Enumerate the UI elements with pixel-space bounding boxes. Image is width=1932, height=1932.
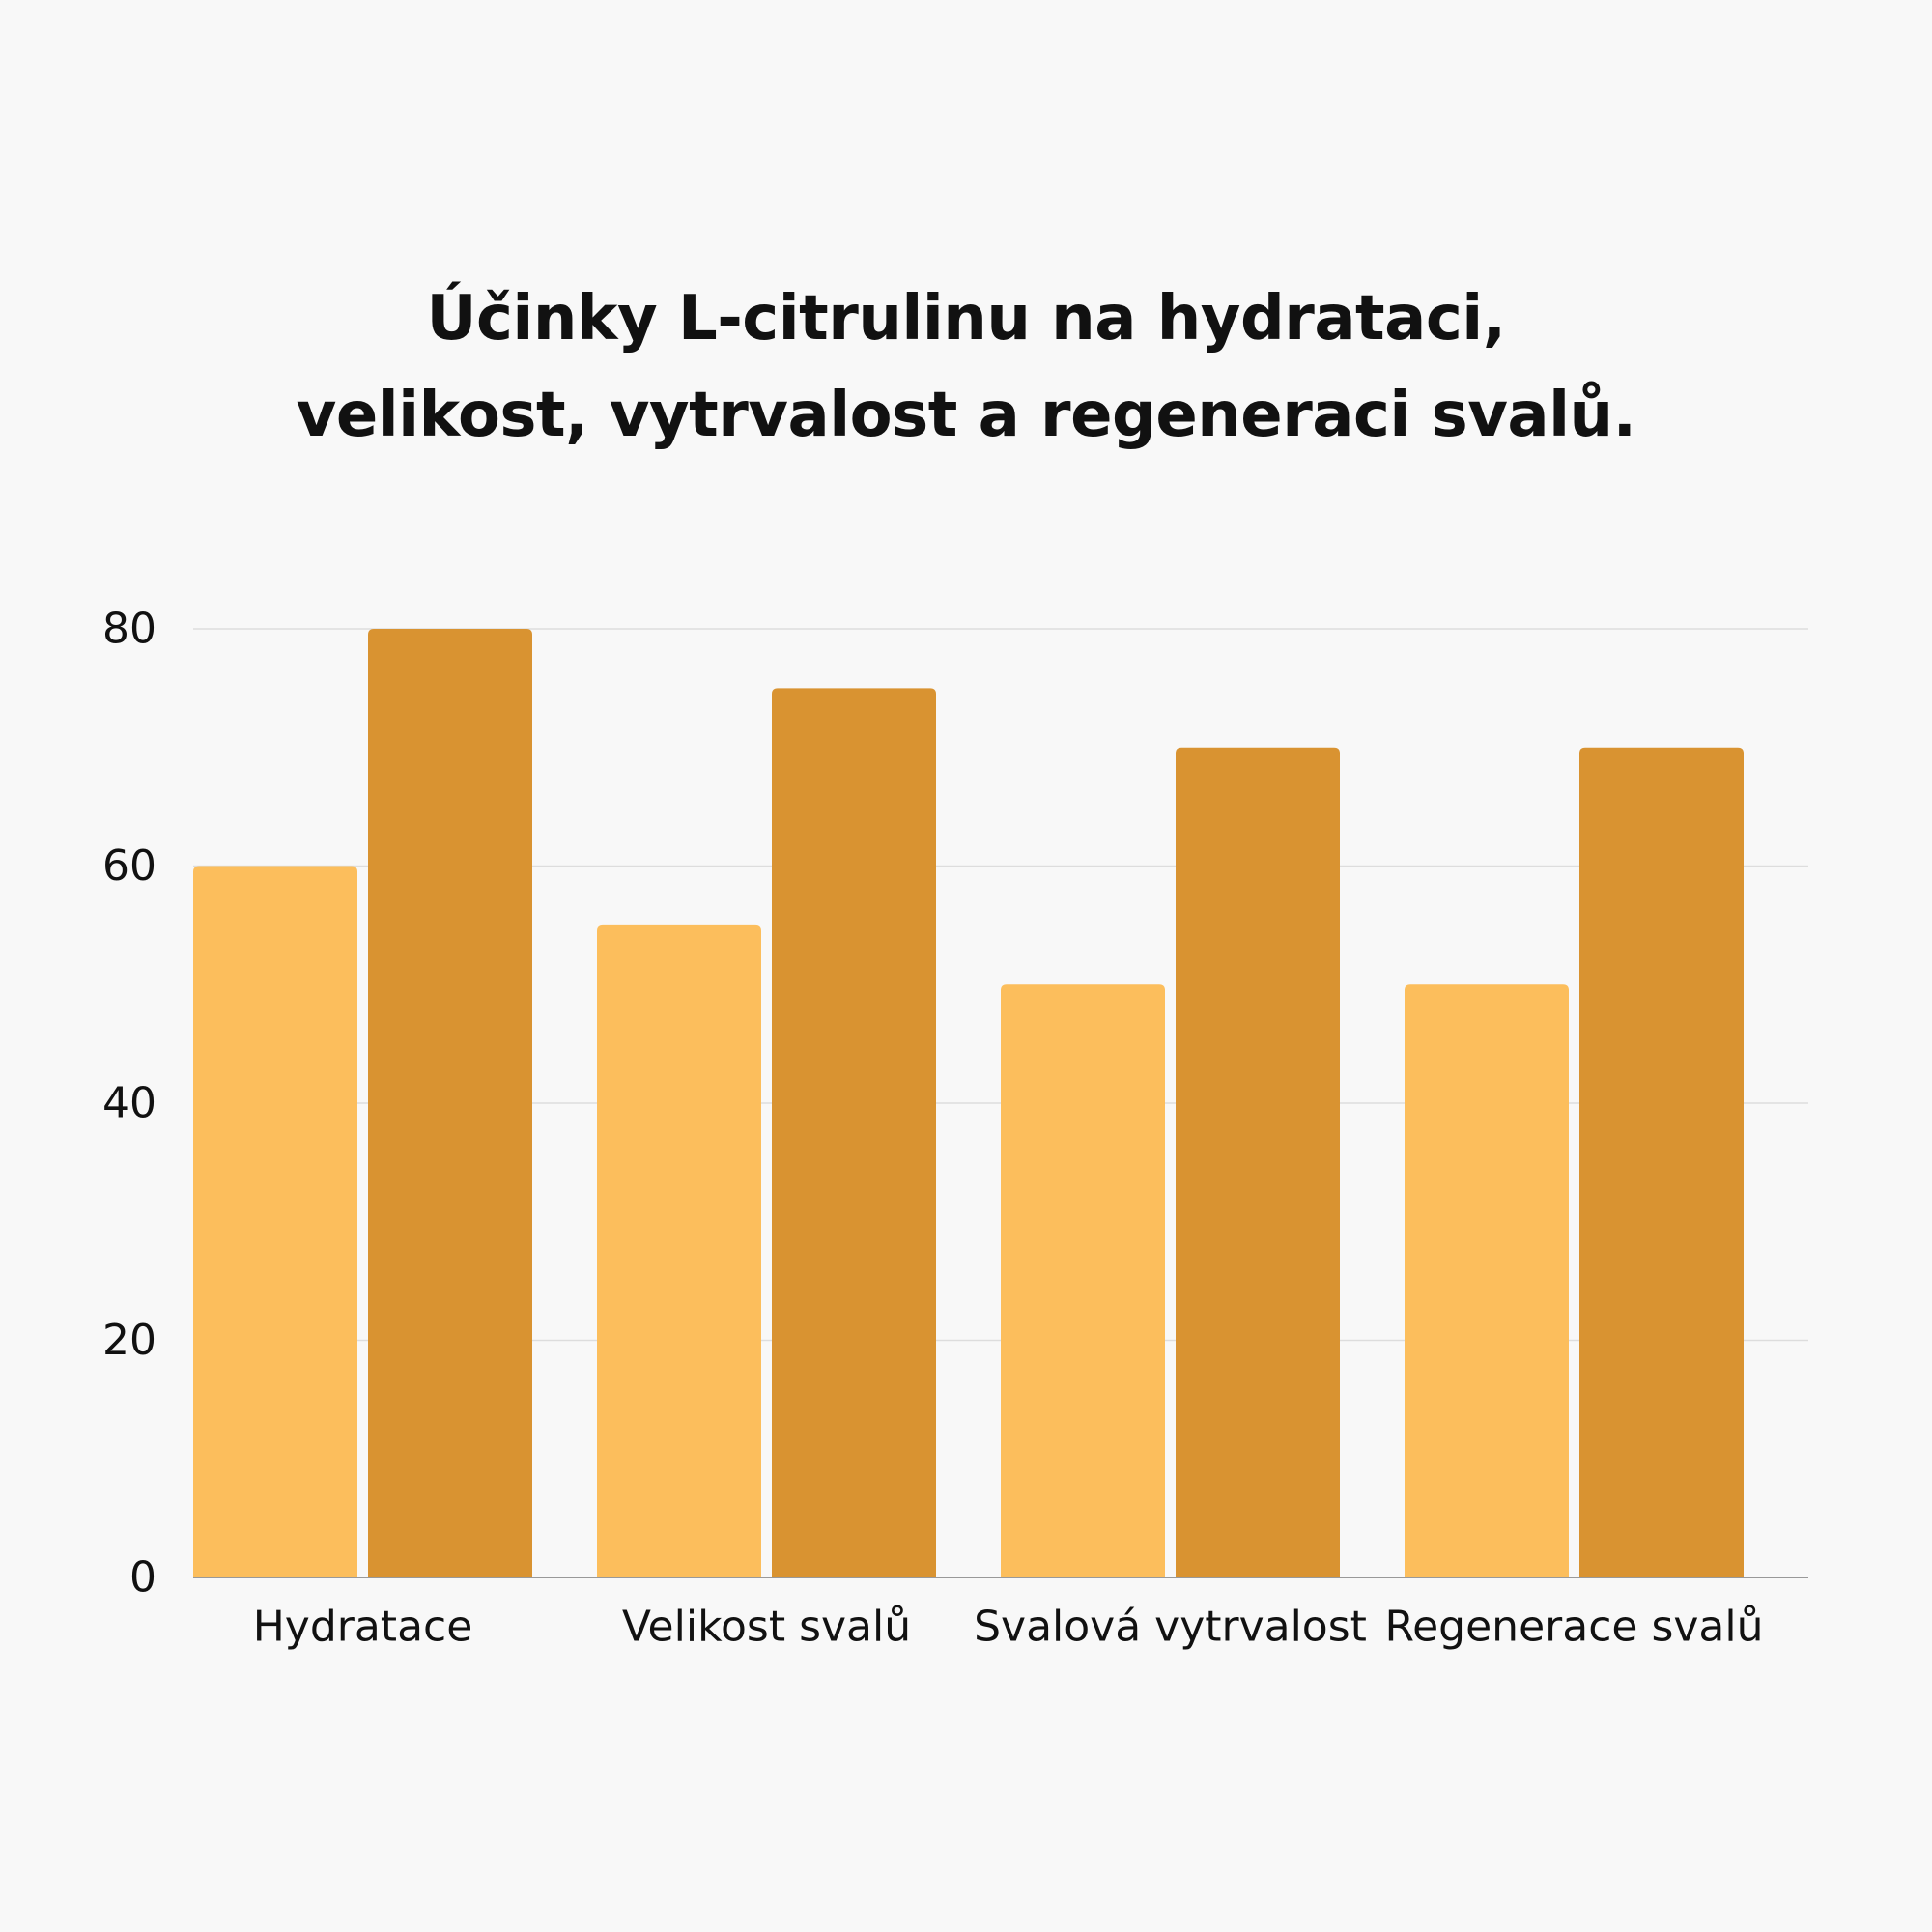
- bar-series-1: [1405, 984, 1569, 1577]
- y-tick-label: 60: [102, 841, 156, 891]
- y-tick-label: 0: [129, 1553, 156, 1603]
- y-tick-label: 80: [102, 605, 156, 654]
- chart-title: Účinky L-citrulinu na hydrataci, velikos…: [0, 270, 1932, 464]
- labels: 0 20 40 60 80 Hydratace Velikost svalů Svalová …: [102, 605, 1763, 1652]
- x-category-label: Hydratace: [253, 1603, 473, 1652]
- x-category-label: Svalová vytrvalost: [974, 1603, 1367, 1652]
- bar-series-2: [1579, 747, 1744, 1577]
- bar-series-1: [193, 866, 357, 1577]
- bar-series-2: [1176, 747, 1340, 1577]
- x-category-label: Velikost svalů: [622, 1603, 911, 1652]
- bars: [193, 629, 1744, 1577]
- bar-series-2: [368, 629, 532, 1577]
- y-tick-label: 40: [102, 1079, 156, 1128]
- chart-title-line-1: Účinky L-citrulinu na hydrataci,: [426, 283, 1506, 355]
- y-tick-label: 20: [102, 1316, 156, 1365]
- x-category-label: Regenerace svalů: [1385, 1603, 1764, 1652]
- chart-title-line-2: velikost, vytrvalost a regeneraci svalů.: [296, 380, 1636, 451]
- bar-series-1: [597, 924, 761, 1577]
- bar-series-1: [1001, 984, 1165, 1577]
- bar-series-2: [772, 688, 936, 1577]
